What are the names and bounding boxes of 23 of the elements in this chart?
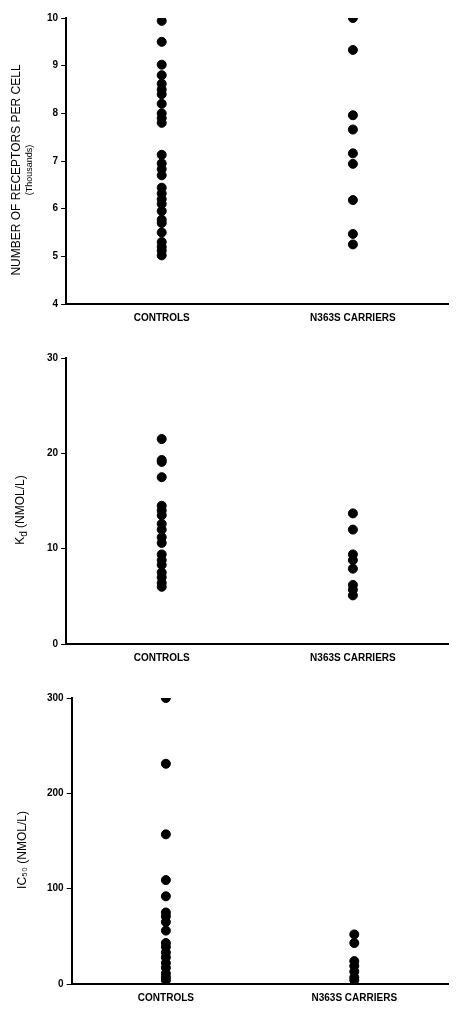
y-axis-title: NUMBER OF RECEPTORS PER CELL (Thousands) xyxy=(8,64,35,276)
y-tick-label: 5 xyxy=(52,250,59,262)
x-tick-label: N363S CARRIERS xyxy=(311,991,398,1003)
y-tick-label: 10 xyxy=(47,11,59,23)
y-tick-label: 0 xyxy=(52,637,59,649)
y-tick-label: 6 xyxy=(52,202,59,214)
x-tick-label: CONTROLS xyxy=(133,311,191,323)
y-axis-title: IC₅₀ (NMOL/L) xyxy=(14,811,30,889)
y-tick-label: 0 xyxy=(58,977,65,989)
x-tick-label: CONTROLS xyxy=(133,651,191,663)
y-tick-label: 20 xyxy=(47,447,59,459)
y-tick-label: 300 xyxy=(47,691,65,703)
y-tick-label: 30 xyxy=(47,351,59,363)
x-tick-label: N363S CARRIERS xyxy=(310,651,397,663)
x-tick-label: N363S CARRIERS xyxy=(310,311,397,323)
y-tick-label: 4 xyxy=(52,297,59,309)
x-tick-label: CONTROLS xyxy=(137,991,195,1003)
y-tick-label: 8 xyxy=(52,107,59,119)
y-tick-label: 10 xyxy=(47,542,59,554)
y-tick-label: 100 xyxy=(47,882,65,894)
y-tick-label: 7 xyxy=(52,154,59,166)
y-tick-label: 200 xyxy=(47,787,65,799)
y-tick-label: 9 xyxy=(52,59,59,71)
